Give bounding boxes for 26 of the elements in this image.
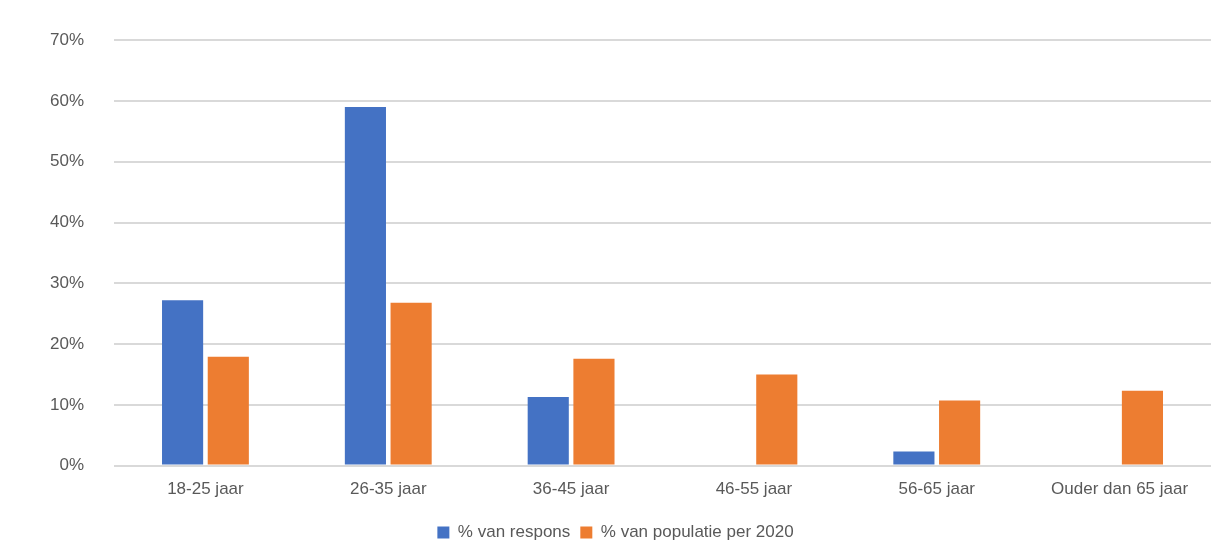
bar	[1121, 390, 1164, 465]
y-tick-label: 40%	[49, 212, 85, 232]
y-tick-label: 10%	[49, 394, 85, 414]
x-tick-label: 18-25 jaar	[167, 479, 245, 499]
bar	[573, 358, 615, 465]
y-tick-label: 60%	[49, 90, 85, 110]
bar	[390, 302, 432, 465]
x-tick-label: 26-35 jaar	[349, 479, 427, 499]
bar	[756, 374, 798, 465]
y-tick-label: 20%	[49, 333, 85, 353]
y-tick-label: 70%	[49, 29, 85, 49]
legend-label: % van populatie per 2020	[600, 522, 794, 542]
bar	[939, 400, 981, 465]
x-tick-label: 56-65 jaar	[898, 479, 976, 499]
bar	[162, 300, 204, 465]
y-tick-label: 50%	[49, 151, 85, 171]
legend-label: % van respons	[457, 522, 571, 542]
y-tick-label: 0%	[59, 455, 85, 475]
x-tick-label: 36-45 jaar	[532, 479, 610, 499]
bar	[344, 107, 386, 465]
x-tick-label: Ouder dan 65 jaar	[1051, 479, 1189, 499]
bar	[893, 451, 935, 465]
bar	[207, 356, 249, 465]
y-tick-label: 30%	[49, 272, 85, 292]
x-tick-label: 46-55 jaar	[715, 479, 793, 499]
bar	[527, 396, 569, 465]
